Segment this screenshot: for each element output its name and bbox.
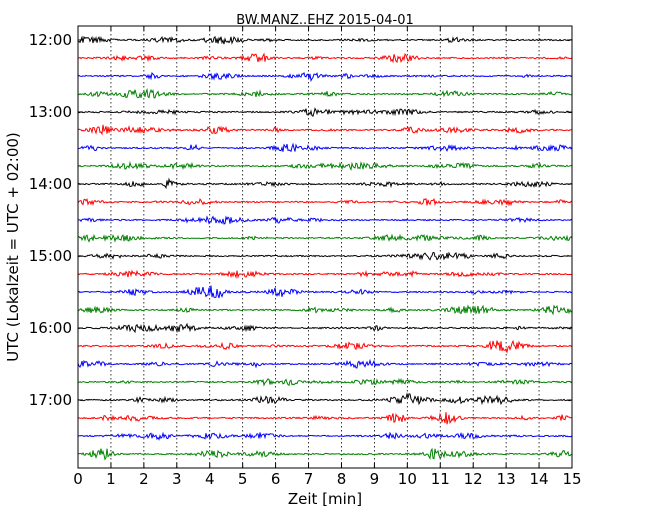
y-tick-label: 17:00 — [29, 391, 72, 409]
seismic-trace — [77, 142, 573, 153]
y-axis-ticks: 12:00 13:00 14:00 15:00 16:00 17:00 — [29, 31, 572, 409]
x-tick-label: 10 — [398, 470, 417, 488]
seismic-trace — [77, 322, 573, 334]
seismic-trace — [77, 177, 573, 190]
seismic-trace — [77, 377, 573, 387]
seismic-trace — [77, 447, 573, 461]
x-tick-label: 0 — [73, 470, 83, 488]
seismic-trace — [77, 269, 573, 279]
y-axis-label: UTC (Lokalzeit = UTC + 02:00) — [4, 132, 22, 362]
x-axis-label: Zeit [min] — [288, 490, 362, 508]
seismic-trace — [77, 233, 573, 243]
x-tick-label: 13 — [497, 470, 516, 488]
seismic-trace — [77, 71, 573, 83]
seismic-trace — [77, 87, 572, 99]
x-tick-label: 11 — [431, 470, 450, 488]
x-tick-label: 6 — [271, 470, 281, 488]
seismic-trace — [77, 412, 573, 425]
seismic-trace — [77, 304, 573, 316]
seismic-traces — [77, 35, 573, 461]
seismic-trace — [77, 431, 573, 441]
x-tick-label: 9 — [370, 470, 380, 488]
x-tick-label: 2 — [139, 470, 149, 488]
x-tick-label: 5 — [238, 470, 248, 488]
x-tick-label: 12 — [464, 470, 483, 488]
x-tick-label: 15 — [562, 470, 581, 488]
seismic-trace — [77, 35, 573, 45]
y-tick-label: 13:00 — [29, 103, 72, 121]
y-tick-label: 16:00 — [29, 319, 72, 337]
seismic-trace — [77, 392, 573, 406]
y-tick-label: 12:00 — [29, 31, 72, 49]
seismic-trace — [77, 251, 573, 261]
y-tick-label: 15:00 — [29, 247, 72, 265]
plot-frame — [77, 25, 573, 469]
seismic-trace — [77, 197, 573, 207]
seismic-trace — [77, 160, 573, 172]
seismic-trace — [77, 124, 573, 136]
seismic-trace — [77, 358, 573, 369]
x-tick-label: 4 — [205, 470, 215, 488]
x-gridlines — [110, 26, 540, 468]
chart-title: BW.MANZ..EHZ 2015-04-01 — [236, 13, 414, 28]
x-axis-ticks: 0 1 2 3 4 5 6 7 8 9 10 11 12 13 14 15 — [73, 26, 582, 488]
seismic-trace — [77, 52, 573, 64]
seismic-trace — [77, 107, 573, 117]
x-tick-label: 7 — [304, 470, 314, 488]
seismic-trace — [77, 285, 573, 299]
x-tick-label: 3 — [172, 470, 182, 488]
x-tick-label: 8 — [337, 470, 347, 488]
seismic-trace — [77, 339, 573, 354]
y-tick-label: 14:00 — [29, 175, 72, 193]
seismic-trace — [77, 215, 573, 225]
x-tick-label: 1 — [106, 470, 116, 488]
x-tick-label: 14 — [530, 470, 549, 488]
